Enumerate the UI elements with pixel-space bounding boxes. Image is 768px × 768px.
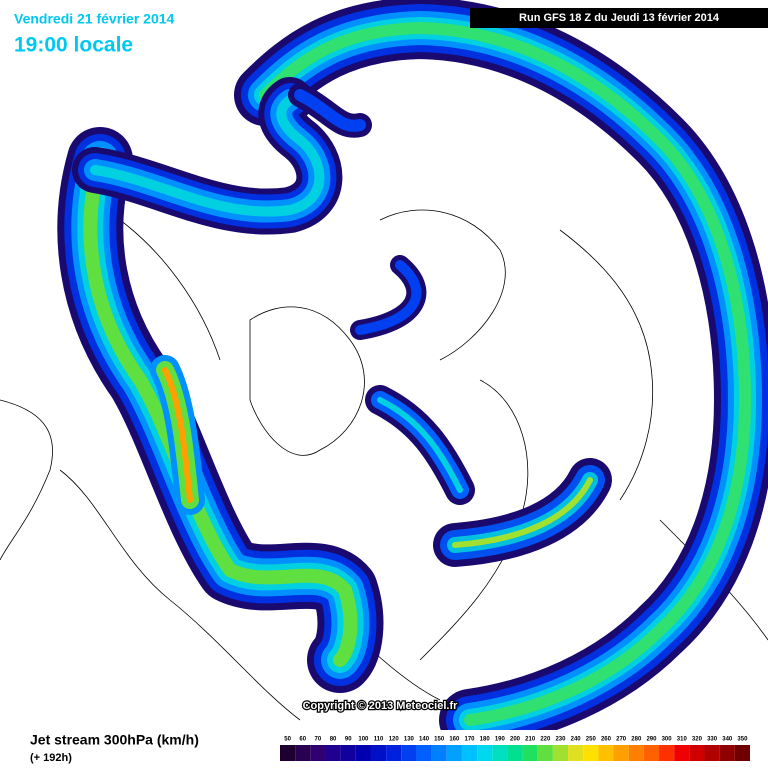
scale-swatch — [583, 745, 599, 761]
run-label: Run GFS 18 Z du Jeudi 13 février 2014 — [519, 12, 720, 24]
scale-label: 200 — [510, 737, 521, 743]
scale-label: 230 — [555, 737, 566, 743]
legend-title: Jet stream 300hPa (km/h) — [30, 732, 199, 748]
scale-swatch — [310, 745, 326, 761]
scale-label: 260 — [601, 737, 612, 743]
scale-label: 290 — [646, 737, 657, 743]
scale-label: 110 — [374, 737, 384, 743]
scale-swatch — [355, 745, 371, 761]
scale-swatch — [446, 745, 462, 761]
scale-swatch — [325, 745, 341, 761]
scale-label: 220 — [540, 737, 551, 743]
scale-swatch — [386, 745, 402, 761]
scale-swatch — [643, 745, 660, 761]
scale-label: 240 — [571, 737, 582, 743]
scale-label: 210 — [525, 737, 536, 743]
scale-swatch — [674, 745, 690, 761]
scale-label: 330 — [707, 737, 718, 743]
scale-swatch — [492, 745, 508, 761]
scale-swatch — [734, 745, 750, 761]
scale-label: 250 — [586, 737, 597, 743]
scale-swatch — [628, 745, 644, 761]
scale-label: 170 — [465, 737, 476, 743]
color-scale: 50 60 70 80 90 100 110 120 130 140 150 160 170 180 190… — [280, 737, 750, 761]
scale-label: 140 — [419, 737, 430, 743]
date-label: Vendredi 21 février 2014 — [14, 11, 175, 27]
scale-swatch — [431, 745, 447, 761]
scale-swatch — [659, 745, 675, 761]
scale-label: 120 — [389, 737, 400, 743]
scale-swatch — [522, 745, 538, 761]
scale-label: 190 — [495, 737, 506, 743]
time-label: 19:00 locale — [14, 34, 133, 57]
scale-label: 50 — [284, 737, 291, 743]
scale-swatch — [507, 745, 523, 761]
scale-label: 100 — [358, 737, 369, 743]
scale-label: 60 — [299, 737, 306, 743]
scale-swatch — [295, 745, 311, 761]
scale-label: 80 — [330, 737, 337, 743]
scale-label: 180 — [480, 737, 491, 743]
scale-label: 150 — [434, 737, 445, 743]
scale-swatch — [340, 745, 356, 761]
forecast-lead: (+ 192h) — [30, 752, 72, 764]
scale-label: 320 — [692, 737, 703, 743]
scale-swatch — [370, 745, 387, 761]
scale-swatch — [719, 745, 735, 761]
scale-label: 130 — [404, 737, 415, 743]
scale-swatch — [280, 745, 296, 761]
scale-swatch — [401, 745, 417, 761]
scale-swatch — [416, 745, 432, 761]
scale-swatch — [568, 745, 584, 761]
scale-swatch — [552, 745, 569, 761]
scale-swatch — [704, 745, 720, 761]
scale-swatch — [613, 745, 629, 761]
scale-label: 280 — [631, 737, 642, 743]
scale-label: 70 — [315, 737, 322, 743]
copyright: Copyright © 2013 Meteociel.fr — [303, 700, 459, 712]
scale-swatch — [598, 745, 614, 761]
scale-label: 300 — [662, 737, 673, 743]
scale-label: 350 — [737, 737, 748, 743]
scale-label: 90 — [345, 737, 352, 743]
scale-label: 310 — [677, 737, 688, 743]
scale-label: 160 — [449, 737, 460, 743]
scale-swatch — [461, 745, 478, 761]
scale-label: 340 — [722, 737, 733, 743]
scale-label: 270 — [616, 737, 627, 743]
scale-swatch — [689, 745, 705, 761]
scale-swatch — [477, 745, 493, 761]
run-box — [470, 8, 768, 28]
scale-swatch — [537, 745, 553, 761]
